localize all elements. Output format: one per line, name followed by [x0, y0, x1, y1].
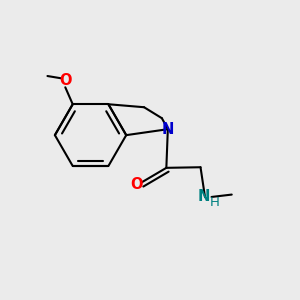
- Text: O: O: [130, 177, 142, 192]
- Text: N: N: [197, 190, 210, 205]
- Text: H: H: [210, 196, 220, 209]
- Text: O: O: [59, 73, 71, 88]
- Text: N: N: [162, 122, 174, 137]
